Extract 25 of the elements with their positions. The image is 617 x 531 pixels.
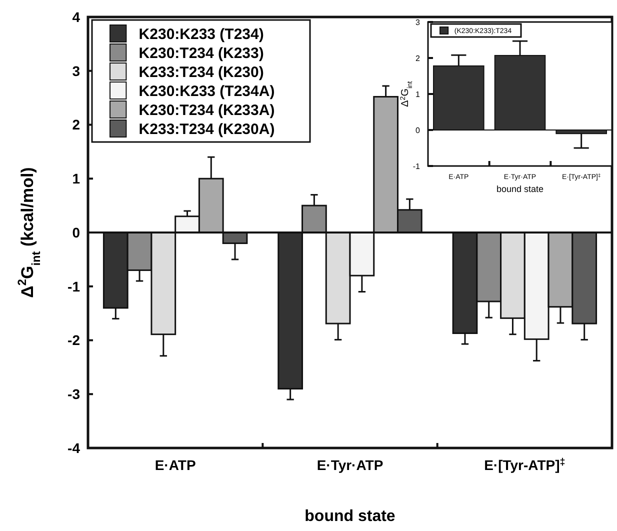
y-tick-label: -1 (412, 162, 421, 171)
legend-label: K233:T234 (K230A) (138, 120, 275, 138)
y-tick-label: 2 (72, 116, 80, 133)
legend-label: K233:T234 (K230) (138, 64, 264, 81)
x-axis-title: bound state (496, 184, 544, 194)
legend-label: K230:K233 (T234A) (138, 82, 275, 100)
legend-label: K230:T234 (K233) (138, 44, 264, 62)
y-tick-label: 0 (72, 224, 80, 240)
x-tick-label: E·[Tyr-ATP]$^{‡}$ (484, 456, 566, 473)
y-tick-label: 4 (72, 8, 80, 25)
x-tick-label: E·ATP (154, 457, 196, 473)
y-tick-label: 0 (416, 126, 421, 135)
legend-label: K230:K233 (T234) (138, 26, 264, 43)
x-axis-title: bound state (304, 508, 396, 525)
y-tick-label: -2 (68, 332, 80, 348)
legend-label: K230:T234 (K233A) (138, 102, 275, 119)
y-tick-label: 1 (416, 90, 421, 99)
y-tick-label: 3 (416, 18, 421, 27)
y-tick-label: -4 (68, 440, 80, 456)
y-tick-label: -1 (68, 278, 80, 294)
x-tick-label: E·Tyr·ATP (316, 457, 384, 473)
y-tick-label: 3 (72, 62, 80, 79)
y-tick-label: -3 (68, 386, 80, 402)
y-tick-label: 1 (72, 170, 80, 187)
y-tick-label: 2 (416, 54, 421, 63)
